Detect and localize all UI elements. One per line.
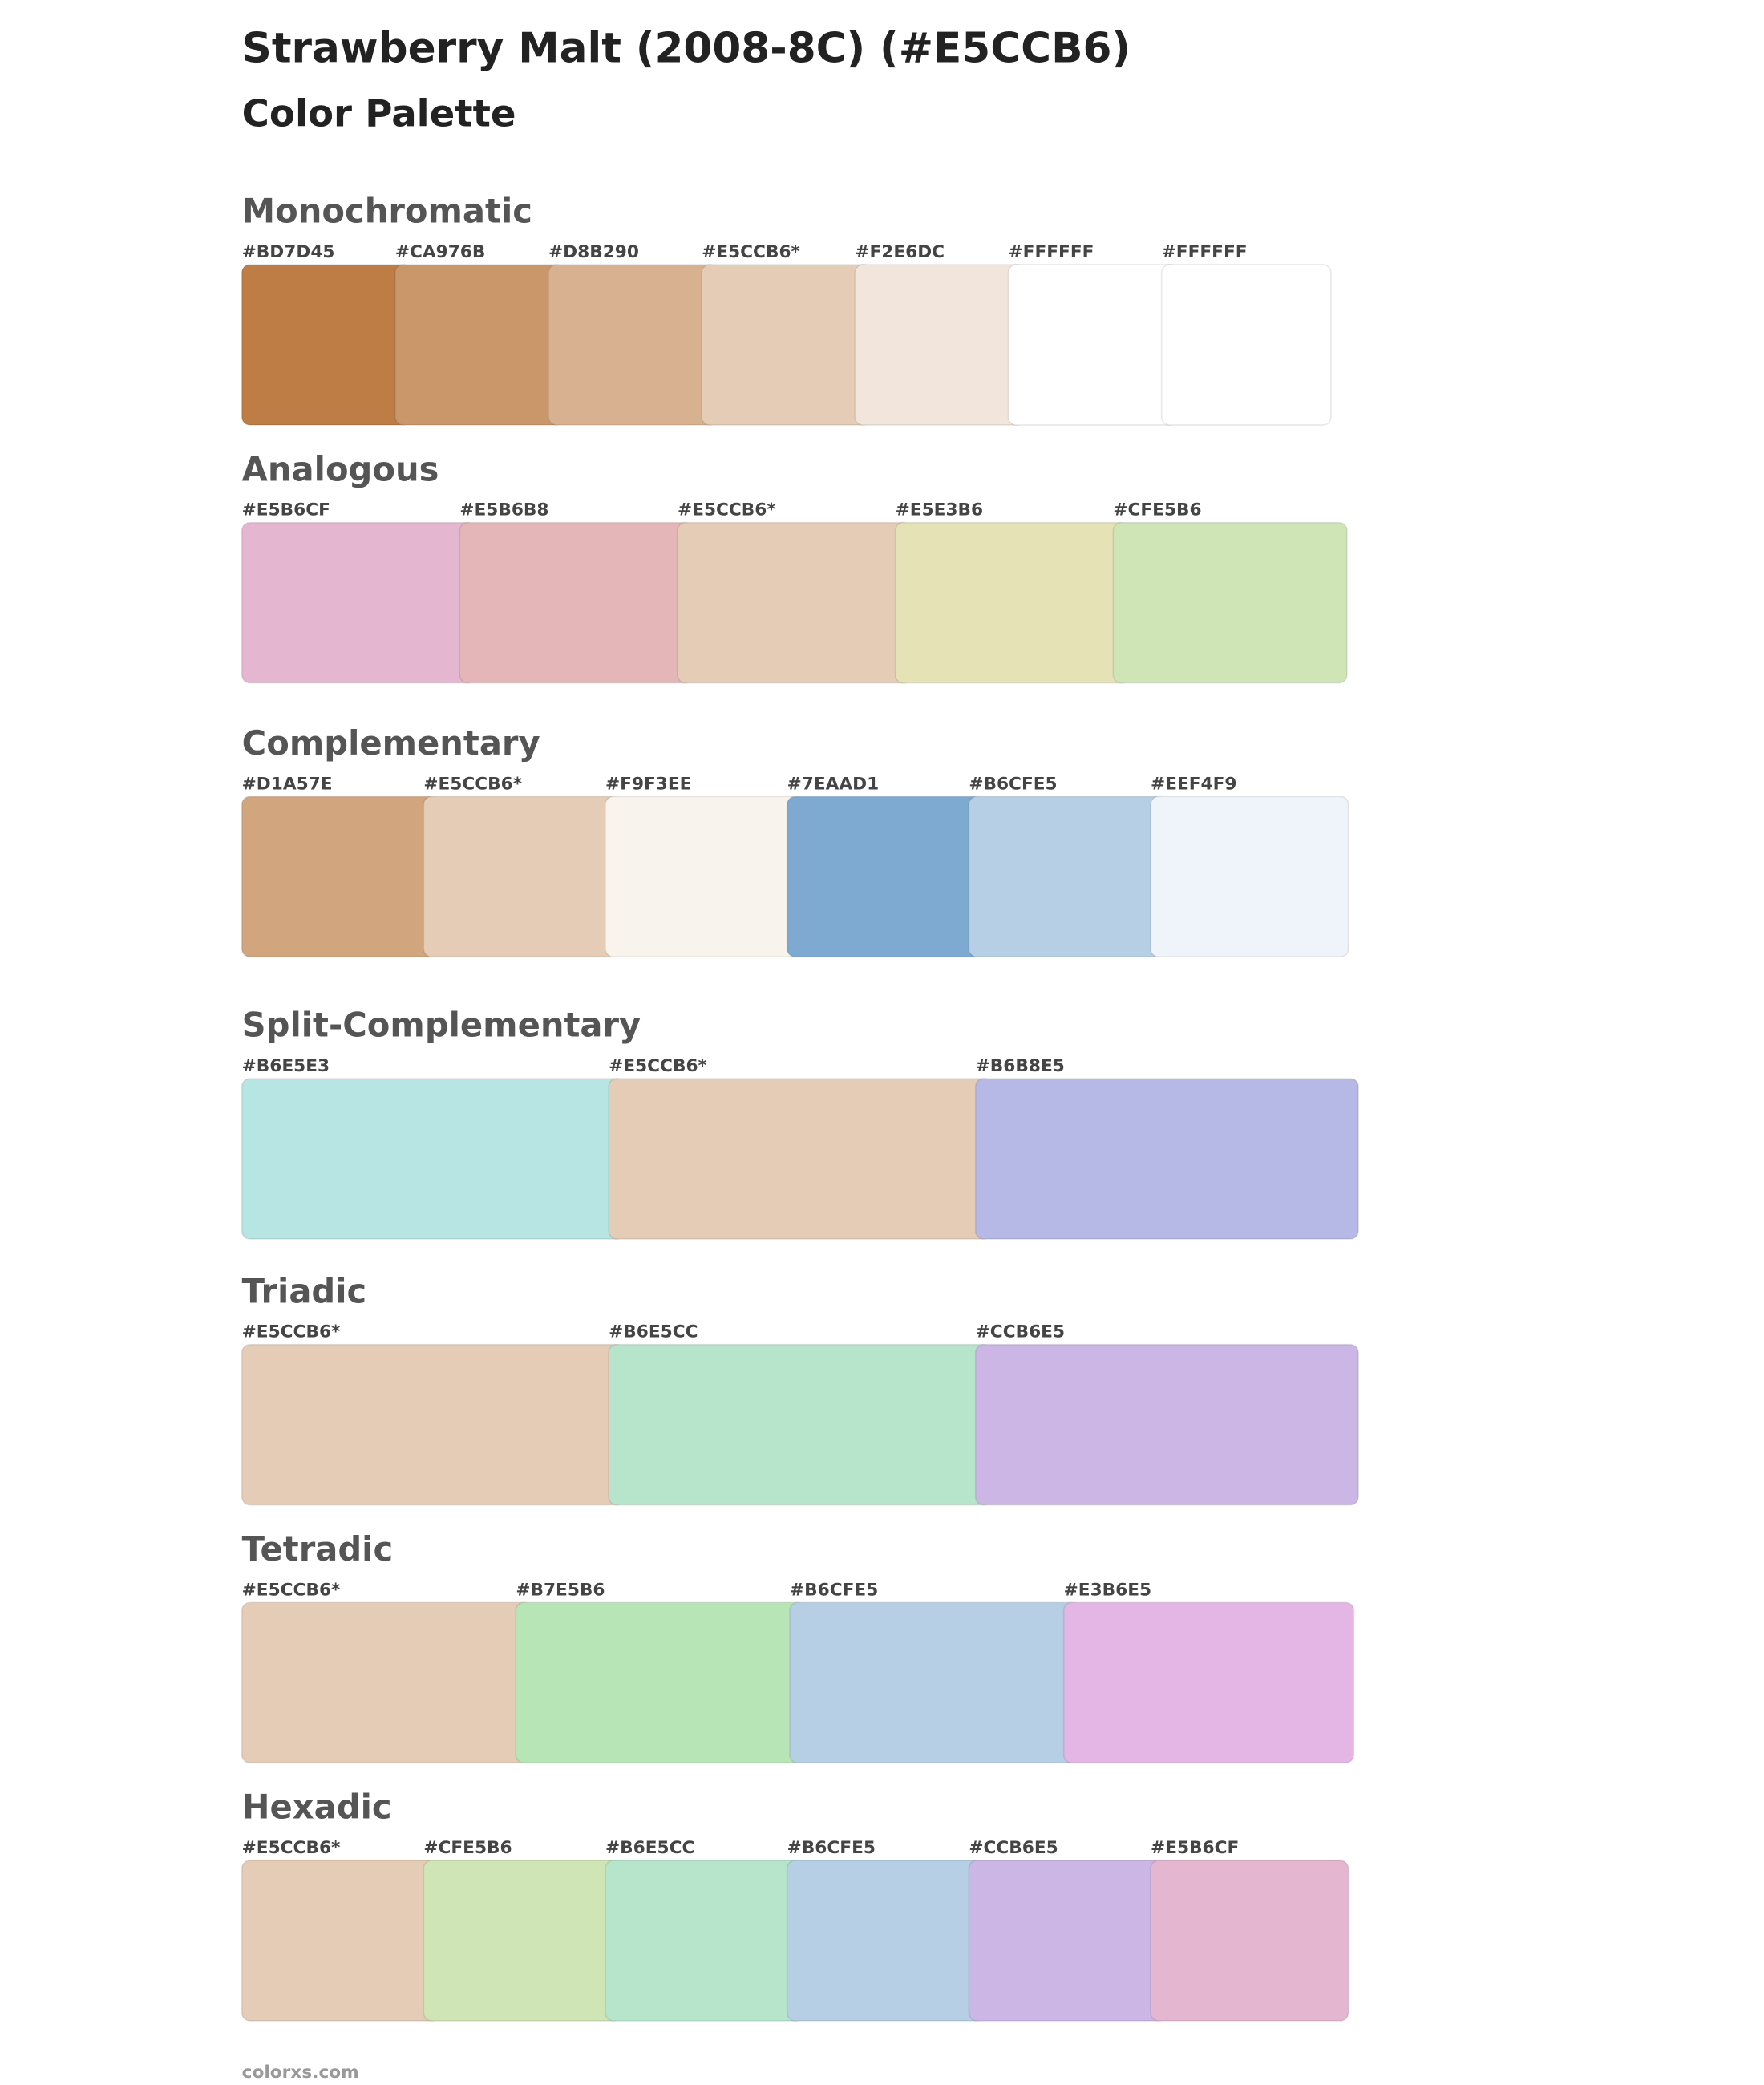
color-swatch [789,1601,1081,1764]
swatch-label: #E5B6CF [242,500,330,520]
swatch-label: #E5CCB6* [609,1056,707,1076]
color-swatch [608,1078,993,1240]
color-swatch [677,521,912,684]
swatch-label: #E5B6B8 [459,500,548,520]
swatch-label: #CCB6E5 [976,1322,1065,1342]
swatch-label: #CFE5B6 [423,1838,512,1858]
swatch-label: #B6CFE5 [969,774,1057,794]
swatch-label: #E3B6E5 [1064,1580,1151,1600]
color-swatch [605,796,804,958]
color-swatch [1150,796,1349,958]
swatch-label: #CA976B [395,242,486,262]
swatch-label: #FFFFFF [1162,242,1248,262]
color-swatch [968,1860,1167,2022]
footer-link[interactable]: colorxs.com [242,2063,359,2083]
color-swatch [786,796,986,958]
color-swatch [1112,521,1348,684]
color-swatch [974,1343,1359,1506]
swatch-label: #B6B8E5 [976,1056,1065,1076]
swatch-label: #FFFFFF [1009,242,1094,262]
swatch-label: #F2E6DC [855,242,945,262]
section-heading: Tetradic [242,1529,394,1569]
swatch-label: #CFE5B6 [1113,500,1201,520]
color-swatch [894,521,1131,684]
section-heading: Split-Complementary [242,1006,641,1045]
swatch-label: #E5CCB6* [702,242,800,262]
color-swatch [701,264,872,426]
swatch-label: #E5B6CF [1151,1838,1239,1858]
color-swatch [423,796,622,958]
color-swatch [241,264,412,426]
color-swatch [241,1601,533,1764]
swatch-label: #BD7D45 [242,242,335,262]
swatch-label: #B6E5CC [609,1322,698,1342]
color-swatch [394,264,565,426]
color-swatch [1062,1601,1355,1764]
color-swatch [241,1860,441,2022]
swatch-label: #B6CFE5 [787,1838,876,1858]
swatch-label: #E5CCB6* [242,1322,341,1342]
swatch-label: #E5CCB6* [242,1580,341,1600]
color-swatch [459,521,694,684]
color-swatch [515,1601,807,1764]
swatch-label: #B6E5E3 [242,1056,330,1076]
color-swatch [786,1860,986,2022]
color-swatch [968,796,1167,958]
section-heading: Complementary [242,723,540,763]
color-swatch [241,521,477,684]
color-swatch [974,1078,1359,1240]
swatch-label: #B7E5B6 [516,1580,605,1600]
color-swatch [548,264,718,426]
swatch-label: #D8B290 [548,242,639,262]
swatch-label: #E5CCB6* [242,1838,341,1858]
swatch-label: #D1A57E [242,774,333,794]
page-subtitle: Color Palette [242,93,516,136]
color-swatch [423,1860,622,2022]
color-swatch [241,1078,626,1240]
swatch-label: #CCB6E5 [969,1838,1058,1858]
swatch-label: #EEF4F9 [1151,774,1236,794]
swatch-label: #B6E5CC [605,1838,694,1858]
swatch-label: #F9F3EE [605,774,691,794]
color-swatch [1150,1860,1349,2022]
section-heading: Monochromatic [242,192,532,231]
color-swatch [241,796,441,958]
color-swatch [605,1860,804,2022]
color-swatch [608,1343,993,1506]
color-swatch [1160,264,1332,426]
swatch-label: #B6CFE5 [790,1580,878,1600]
swatch-label: #E5E3B6 [896,500,983,520]
page-title: Strawberry Malt (2008-8C) (#E5CCB6) [242,24,1131,72]
swatch-label: #E5CCB6* [678,500,776,520]
swatch-label: #7EAAD1 [787,774,880,794]
section-heading: Triadic [242,1271,367,1310]
swatch-label: #E5CCB6* [423,774,522,794]
color-swatch [1007,264,1179,426]
color-swatch [241,1343,626,1506]
section-heading: Hexadic [242,1787,392,1827]
section-heading: Analogous [242,449,439,488]
color-swatch [854,264,1026,426]
